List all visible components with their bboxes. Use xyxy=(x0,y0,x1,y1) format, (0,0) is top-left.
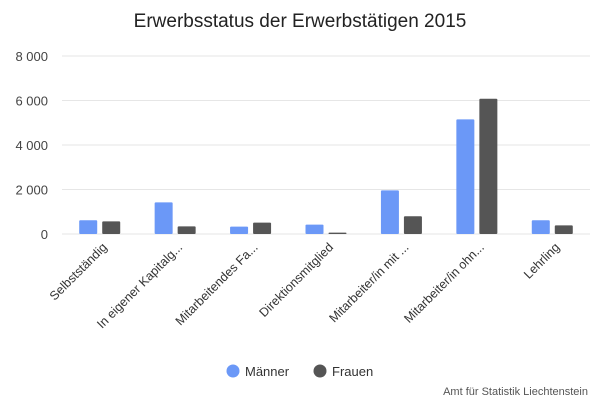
bar-maenner xyxy=(532,220,550,234)
x-tick-label: Lehrling xyxy=(521,240,562,281)
y-tick-label: 0 xyxy=(41,227,48,242)
x-tick-label: Direktionsmitglied xyxy=(256,240,336,320)
y-tick-label: 2 000 xyxy=(15,183,48,198)
bar-maenner xyxy=(456,119,474,234)
bar-frauen xyxy=(329,233,347,234)
bar-maenner xyxy=(155,202,173,234)
source-credit: Amt für Statistik Liechtenstein xyxy=(443,386,588,398)
bar-frauen xyxy=(404,216,422,234)
bar-maenner xyxy=(230,227,248,234)
bar-frauen xyxy=(253,223,271,234)
x-tick-label: Mitarbeiter/in ohn... xyxy=(401,240,487,326)
x-tick-label: In eigener Kapitalg... xyxy=(94,240,185,331)
bar-maenner xyxy=(79,220,97,234)
y-tick-label: 4 000 xyxy=(15,138,48,153)
gridlines xyxy=(62,56,590,234)
chart-title: Erwerbsstatus der Erwerbstätigen 2015 xyxy=(134,11,467,32)
bar-chart: Erwerbsstatus der Erwerbstätigen 2015 0 2… xyxy=(0,0,600,400)
y-tick-label: 6 000 xyxy=(15,94,48,109)
bar-frauen xyxy=(555,225,573,234)
x-tick-label: Mitarbeitendes Fa... xyxy=(173,240,261,328)
legend-label: Männer xyxy=(245,364,290,379)
y-axis-ticks: 0 2 000 4 000 6 000 8 000 xyxy=(15,49,48,242)
y-tick-label: 8 000 xyxy=(15,49,48,64)
legend-swatch xyxy=(227,365,240,378)
bar-maenner xyxy=(381,190,399,234)
legend-label: Frauen xyxy=(332,364,373,379)
bar-frauen xyxy=(178,226,196,234)
x-tick-label: Selbstständig xyxy=(47,240,110,303)
bar-frauen xyxy=(479,99,497,234)
bars xyxy=(79,99,573,234)
legend: Männer Frauen xyxy=(227,364,374,379)
bar-maenner xyxy=(306,225,324,234)
legend-swatch xyxy=(314,365,327,378)
bar-frauen xyxy=(102,221,120,234)
x-tick-label: Mitarbeiter/in mit ... xyxy=(326,240,411,325)
